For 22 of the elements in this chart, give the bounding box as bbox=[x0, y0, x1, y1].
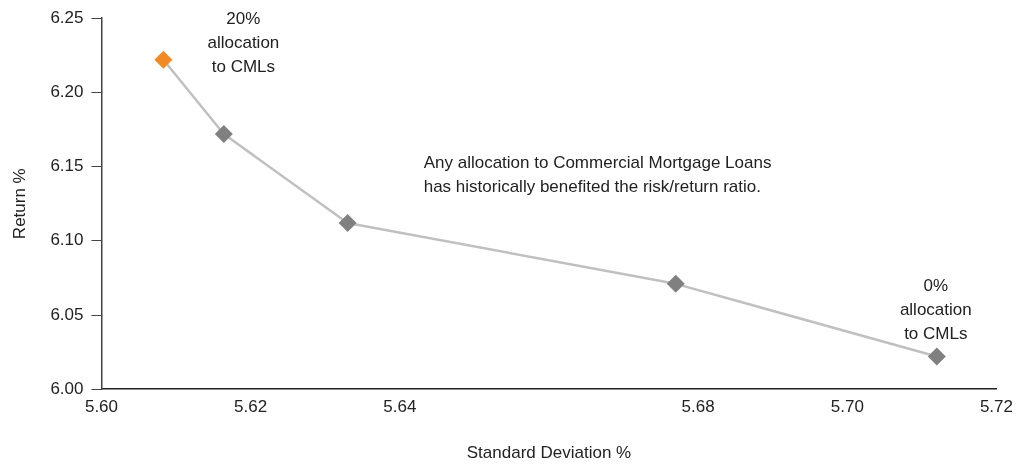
x-tick-label: 5.70 bbox=[830, 397, 864, 417]
point bbox=[154, 50, 173, 69]
x-tick-label: 5.72 bbox=[979, 397, 1013, 417]
annotation: 20% allocation to CMLs bbox=[207, 9, 280, 77]
point bbox=[214, 124, 233, 143]
y-tick-label: 6.05 bbox=[50, 304, 84, 324]
y-tick-label: 6.10 bbox=[50, 230, 84, 250]
point bbox=[927, 347, 946, 366]
y-tick-label: 6.15 bbox=[50, 156, 84, 176]
annotation: 0% allocation to CMLs bbox=[899, 276, 972, 344]
x-tick-label: 5.68 bbox=[681, 397, 715, 417]
annotation: Any allocation to Commercial Mortgage Loans has historically benefited the risk/return ratio. bbox=[423, 152, 772, 196]
point bbox=[338, 213, 357, 232]
x-tick-label: 5.64 bbox=[383, 397, 417, 417]
x-tick-label: 5.60 bbox=[84, 397, 119, 417]
y-tick-label: 6.25 bbox=[50, 7, 84, 27]
point bbox=[666, 274, 685, 293]
y-tick-label: 6.00 bbox=[50, 378, 84, 398]
x-axis-title: Standard Deviation % bbox=[466, 443, 632, 463]
y-tick-label: 6.20 bbox=[50, 82, 84, 102]
x-tick-label: 5.62 bbox=[234, 397, 268, 417]
y-axis-title: Return % bbox=[9, 168, 29, 240]
